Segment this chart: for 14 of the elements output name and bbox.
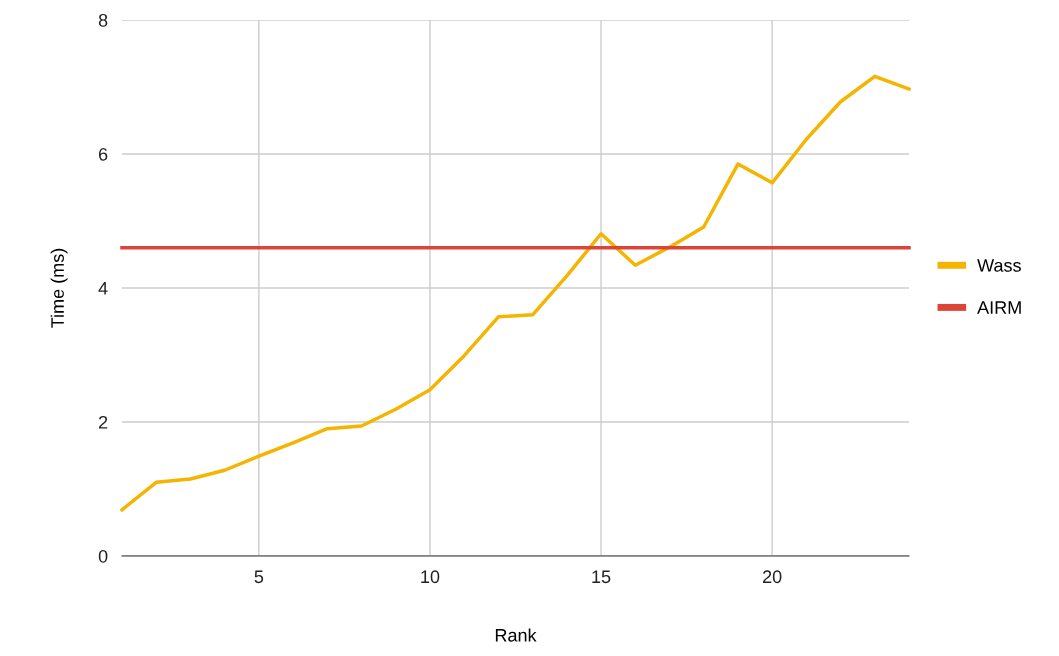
y-axis-title: Time (ms): [50, 248, 68, 328]
x-tick-label: 5: [254, 570, 264, 584]
legend-label: Wass: [977, 259, 1021, 272]
x-tick-label: 20: [763, 570, 782, 584]
legend-label: AIRM: [977, 301, 1021, 314]
y-tick-label: 2: [98, 415, 108, 429]
x-tick-label: 15: [592, 570, 611, 584]
y-tick-label: 4: [98, 282, 108, 295]
x-axis-title: Rank: [495, 628, 537, 642]
y-tick-label: 0: [98, 549, 108, 563]
line-series: [120, 74, 911, 512]
x-tick-label: 10: [421, 570, 440, 584]
y-tick-label: 8: [98, 13, 108, 27]
y-tick-label: 6: [98, 147, 108, 161]
